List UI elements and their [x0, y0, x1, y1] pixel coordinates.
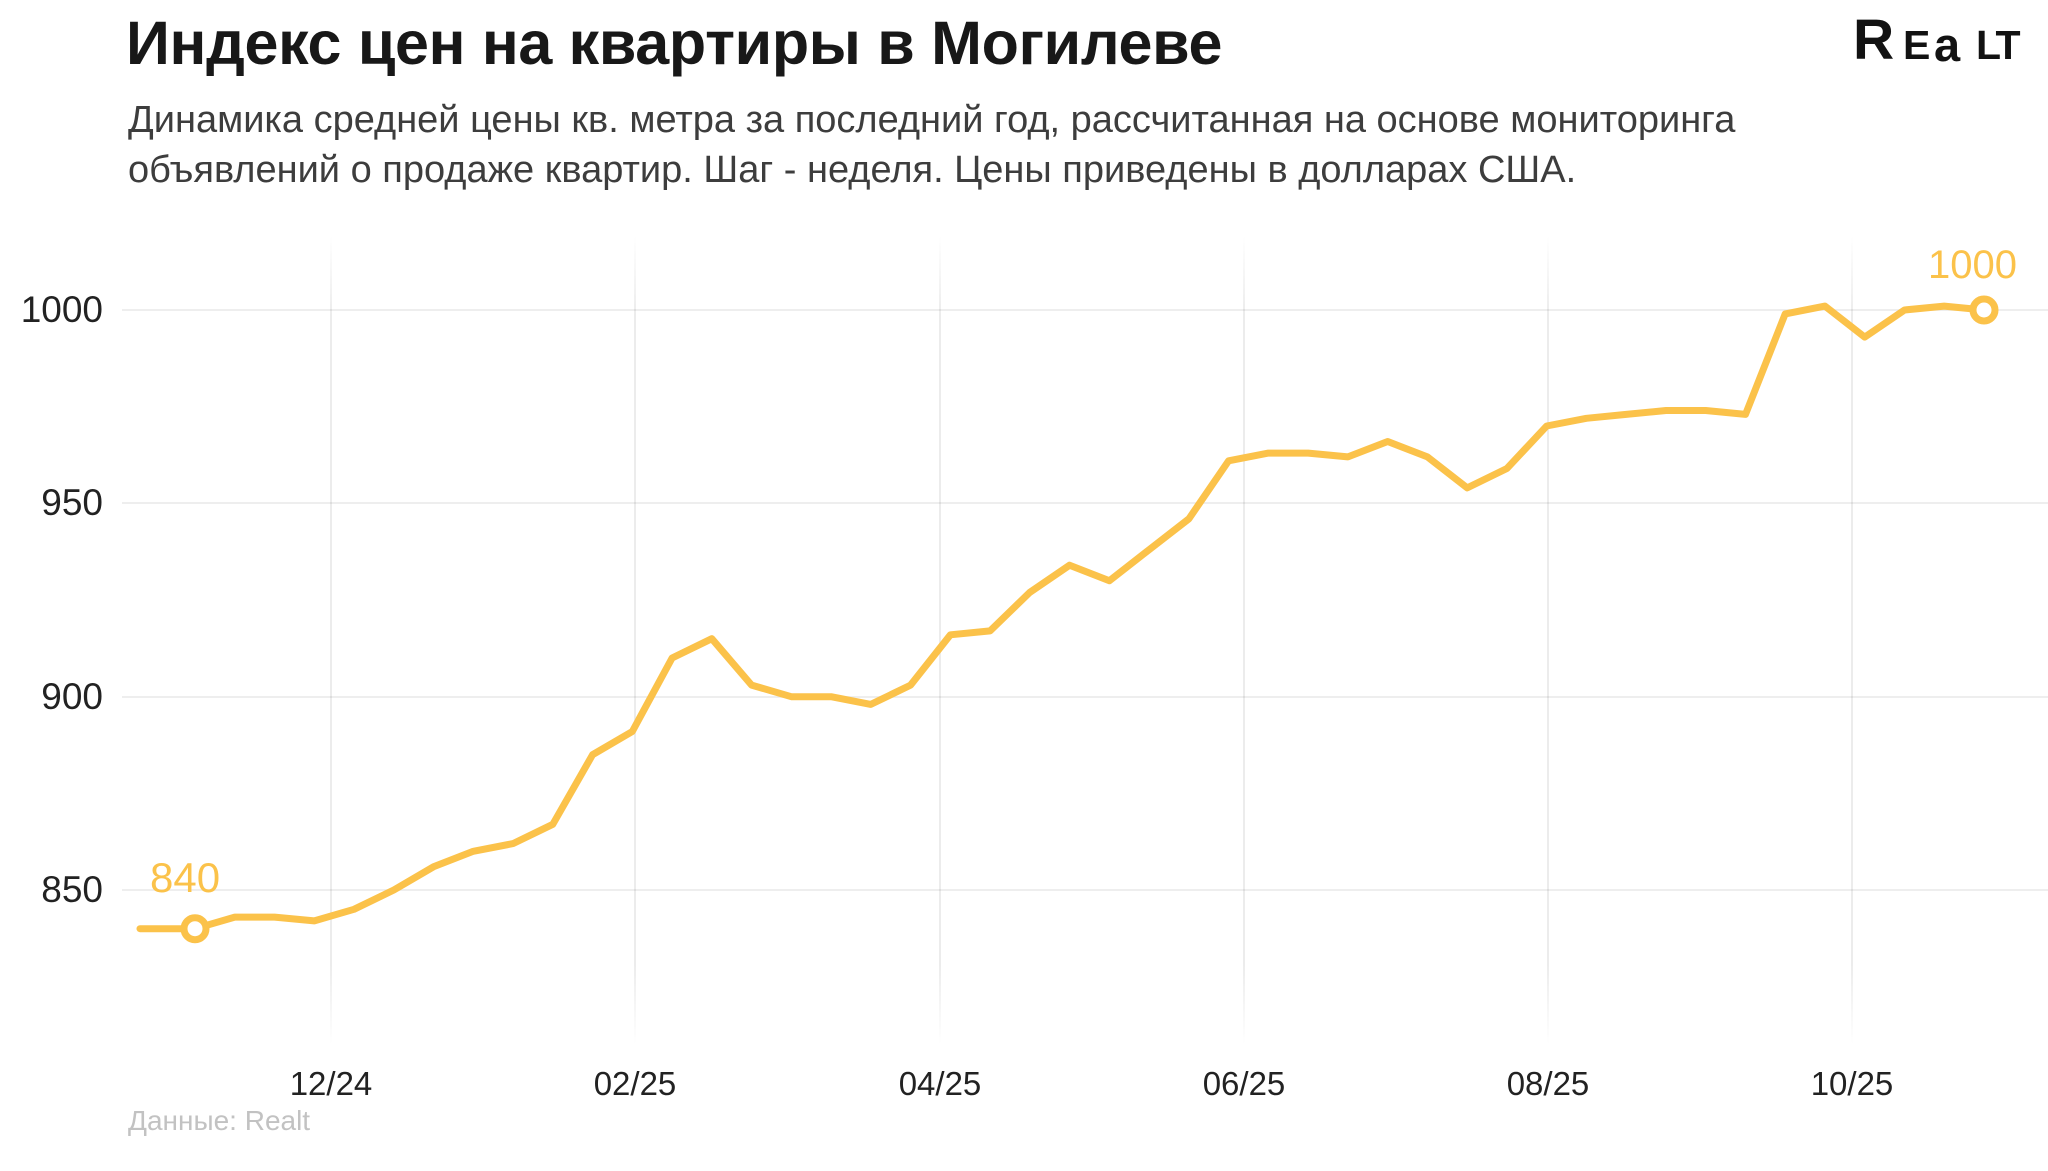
svg-text:06/25: 06/25 — [1203, 1065, 1286, 1102]
svg-text:10/25: 10/25 — [1811, 1065, 1894, 1102]
svg-text:02/25: 02/25 — [594, 1065, 677, 1102]
svg-text:04/25: 04/25 — [899, 1065, 982, 1102]
svg-text:900: 900 — [41, 676, 103, 717]
svg-text:950: 950 — [41, 482, 103, 523]
svg-text:12/24: 12/24 — [290, 1065, 373, 1102]
svg-text:08/25: 08/25 — [1507, 1065, 1590, 1102]
svg-text:840: 840 — [150, 854, 220, 901]
svg-text:1000: 1000 — [1928, 243, 2017, 287]
svg-text:1000: 1000 — [21, 289, 103, 330]
svg-text:850: 850 — [41, 869, 103, 910]
